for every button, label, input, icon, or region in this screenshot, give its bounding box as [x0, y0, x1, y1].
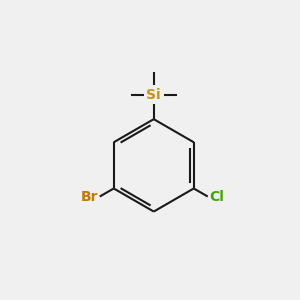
Text: Si: Si [146, 88, 161, 102]
Text: Cl: Cl [210, 190, 224, 203]
Text: Br: Br [80, 190, 98, 203]
